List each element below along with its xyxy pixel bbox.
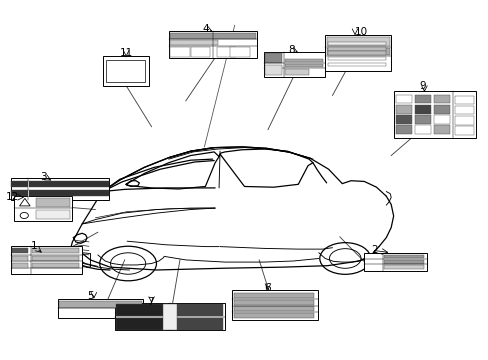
Bar: [12, 248, 28, 253]
Bar: [217, 47, 236, 57]
Text: 3: 3: [40, 172, 47, 182]
Bar: [284, 64, 323, 67]
Bar: [168, 31, 256, 58]
Bar: [364, 253, 426, 271]
Bar: [11, 180, 108, 187]
Text: 1: 1: [30, 240, 37, 251]
Bar: [163, 304, 176, 330]
Bar: [264, 52, 325, 77]
Bar: [102, 56, 148, 86]
Bar: [433, 105, 449, 113]
Bar: [116, 304, 167, 316]
Text: 12: 12: [6, 192, 19, 202]
Bar: [59, 301, 142, 308]
Bar: [384, 265, 424, 269]
Bar: [190, 47, 210, 57]
Bar: [395, 125, 411, 134]
Text: 6: 6: [264, 283, 270, 293]
Bar: [284, 69, 309, 75]
Bar: [233, 306, 314, 311]
Bar: [106, 60, 144, 82]
Bar: [454, 126, 473, 135]
Bar: [232, 290, 317, 320]
Bar: [115, 303, 224, 330]
Bar: [36, 198, 70, 207]
Bar: [395, 95, 411, 103]
Bar: [395, 105, 411, 113]
Bar: [11, 190, 108, 196]
Bar: [414, 95, 430, 103]
Bar: [454, 116, 473, 125]
Bar: [11, 246, 81, 274]
Text: 5: 5: [87, 291, 94, 301]
Text: 8: 8: [288, 45, 295, 55]
Bar: [169, 40, 218, 45]
Bar: [414, 125, 430, 134]
Bar: [171, 318, 222, 330]
Text: 11: 11: [119, 48, 132, 58]
Bar: [326, 37, 389, 46]
Bar: [327, 51, 385, 55]
Bar: [233, 300, 314, 305]
Text: 7: 7: [146, 297, 153, 307]
Bar: [325, 35, 390, 71]
Bar: [433, 125, 449, 134]
Bar: [171, 304, 222, 316]
Bar: [12, 256, 28, 261]
Bar: [11, 178, 108, 200]
Text: 9: 9: [419, 81, 426, 91]
Bar: [395, 115, 411, 124]
Text: 2: 2: [371, 245, 378, 255]
Bar: [233, 312, 314, 318]
Bar: [32, 256, 79, 261]
Bar: [414, 115, 430, 124]
Bar: [393, 91, 475, 138]
Text: 10: 10: [354, 27, 367, 37]
Bar: [327, 63, 385, 66]
Bar: [384, 255, 424, 258]
Bar: [32, 263, 79, 268]
Bar: [264, 65, 281, 75]
Bar: [12, 263, 28, 268]
Bar: [58, 299, 143, 318]
Bar: [327, 47, 385, 51]
Bar: [454, 106, 473, 114]
Bar: [284, 59, 323, 62]
Bar: [327, 42, 385, 45]
Bar: [169, 32, 255, 39]
Bar: [433, 95, 449, 103]
Bar: [327, 57, 385, 60]
Bar: [233, 293, 314, 298]
Bar: [170, 47, 189, 57]
Bar: [230, 47, 249, 57]
Bar: [264, 53, 281, 63]
Bar: [433, 115, 449, 124]
Bar: [326, 48, 389, 55]
Bar: [384, 260, 424, 264]
Bar: [32, 248, 79, 253]
Bar: [414, 105, 430, 113]
Text: 4: 4: [203, 24, 209, 34]
Bar: [116, 318, 167, 330]
Bar: [454, 96, 473, 104]
Bar: [36, 210, 70, 219]
Bar: [14, 196, 72, 221]
